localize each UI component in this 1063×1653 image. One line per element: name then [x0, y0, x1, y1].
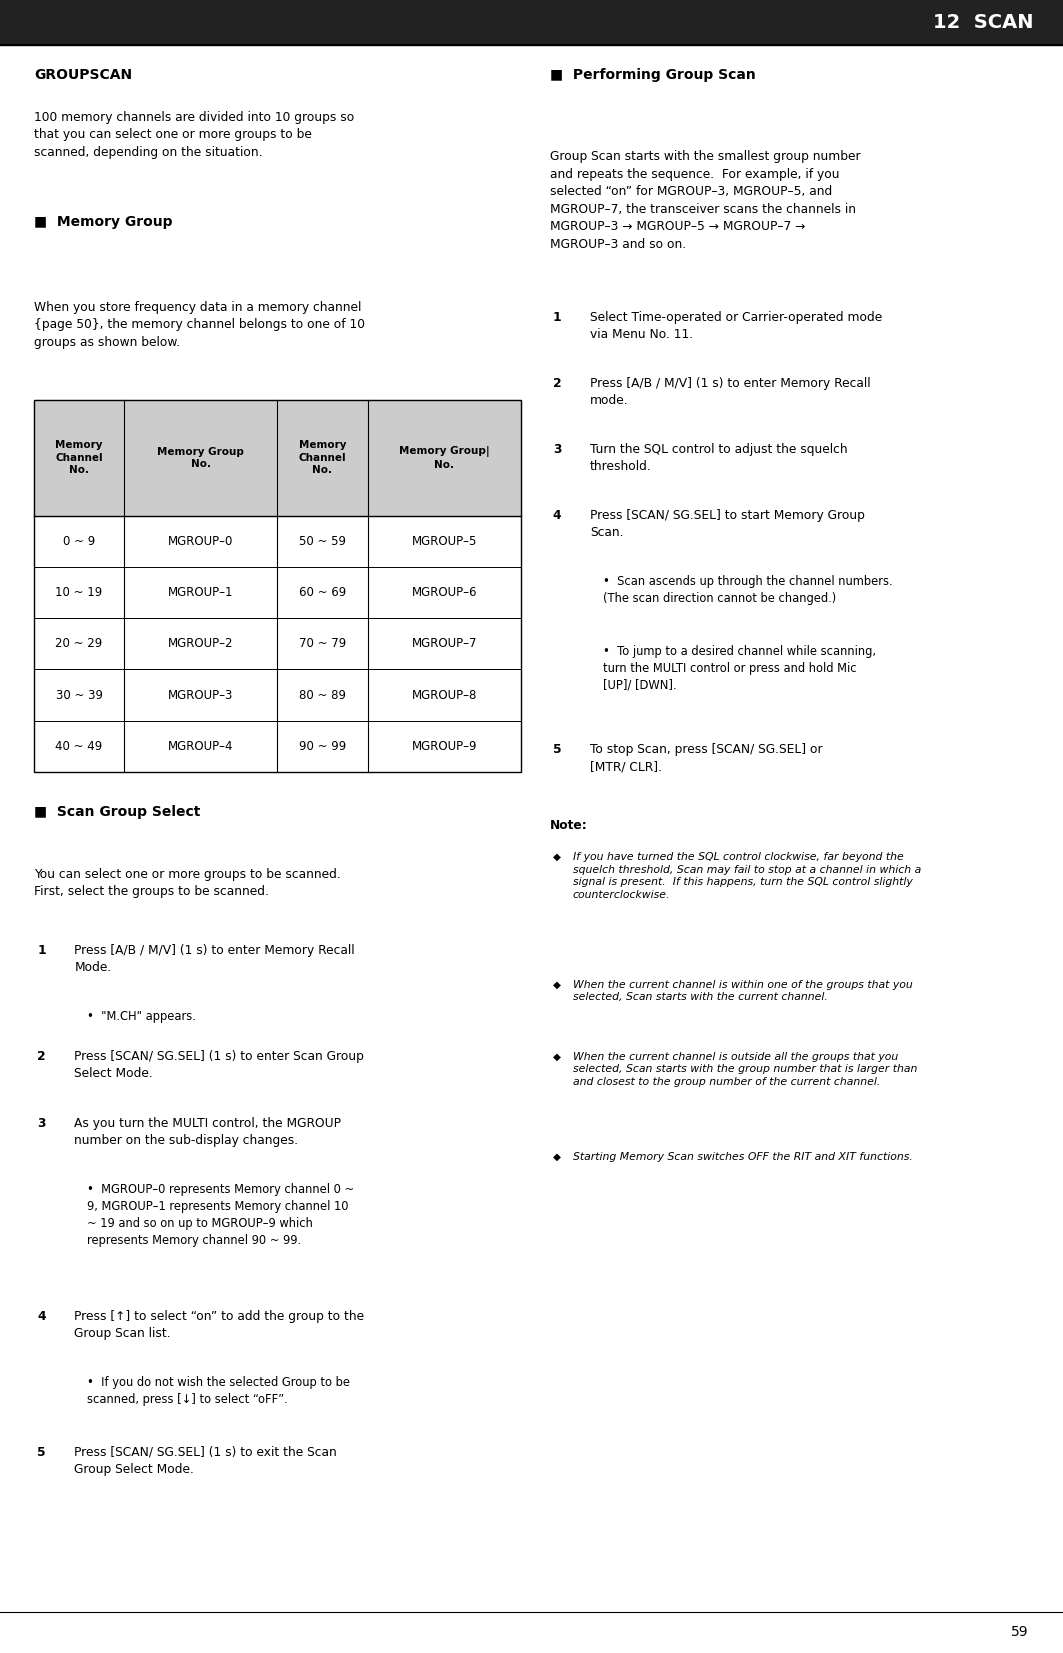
Text: You can select one or more groups to be scanned.
First, select the groups to be : You can select one or more groups to be …	[34, 868, 341, 898]
Text: •  "M.CH" appears.: • "M.CH" appears.	[87, 1010, 196, 1023]
Text: 3: 3	[553, 443, 561, 456]
Text: Note:: Note:	[550, 820, 588, 831]
Text: GROUPSCAN: GROUPSCAN	[34, 68, 132, 81]
Bar	[34, 400, 521, 516]
Text: When you store frequency data in a memory channel
{page 50}, the memory channel : When you store frequency data in a memor…	[34, 301, 365, 349]
Text: To stop Scan, press [SCAN/ SG.SEL] or
[MTR/ CLR].: To stop Scan, press [SCAN/ SG.SEL] or [M…	[590, 744, 823, 774]
Text: MGROUP–1: MGROUP–1	[168, 587, 234, 598]
Text: Press [SCAN/ SG.SEL] (1 s) to enter Scan Group
Select Mode.: Press [SCAN/ SG.SEL] (1 s) to enter Scan…	[74, 1051, 365, 1081]
Text: 40 ~ 49: 40 ~ 49	[55, 741, 103, 752]
Text: 20 ~ 29: 20 ~ 29	[55, 638, 103, 650]
Text: ◆: ◆	[553, 980, 561, 990]
Text: As you turn the MULTI control, the MGROUP
number on the sub-display changes.: As you turn the MULTI control, the MGROU…	[74, 1117, 341, 1147]
Text: MGROUP–7: MGROUP–7	[411, 638, 477, 650]
Text: Press [SCAN/ SG.SEL] to start Memory Group
Scan.: Press [SCAN/ SG.SEL] to start Memory Gro…	[590, 509, 865, 539]
Text: MGROUP–3: MGROUP–3	[168, 689, 234, 701]
Text: Memory Group
No.: Memory Group No.	[157, 446, 244, 469]
Text: MGROUP–8: MGROUP–8	[411, 689, 477, 701]
Text: ◆: ◆	[553, 853, 561, 863]
Text: 2: 2	[37, 1051, 46, 1063]
Text: 80 ~ 89: 80 ~ 89	[299, 689, 345, 701]
Text: MGROUP–2: MGROUP–2	[168, 638, 234, 650]
Text: •  MGROUP–0 represents Memory channel 0 ~
9, MGROUP–1 represents Memory channel : • MGROUP–0 represents Memory channel 0 ~…	[87, 1184, 354, 1246]
Text: •  Scan ascends up through the channel numbers.
(The scan direction cannot be ch: • Scan ascends up through the channel nu…	[603, 575, 892, 605]
Text: 90 ~ 99: 90 ~ 99	[299, 741, 347, 752]
Text: •  If you do not wish the selected Group to be
scanned, press [↓] to select “oFF: • If you do not wish the selected Group …	[87, 1377, 350, 1407]
Text: Turn the SQL control to adjust the squelch
threshold.: Turn the SQL control to adjust the squel…	[590, 443, 847, 473]
Text: Starting Memory Scan switches OFF the RIT and XIT functions.: Starting Memory Scan switches OFF the RI…	[573, 1152, 913, 1162]
Text: 0 ~ 9: 0 ~ 9	[63, 536, 96, 547]
Text: Group Scan starts with the smallest group number
and repeats the sequence.  For : Group Scan starts with the smallest grou…	[550, 150, 860, 251]
Text: •  To jump to a desired channel while scanning,
turn the MULTI control or press : • To jump to a desired channel while sca…	[603, 645, 876, 691]
Text: MGROUP–6: MGROUP–6	[411, 587, 477, 598]
Text: MGROUP–0: MGROUP–0	[168, 536, 234, 547]
Bar	[34, 400, 521, 772]
Text: If you have turned the SQL control clockwise, far beyond the
squelch threshold, : If you have turned the SQL control clock…	[573, 853, 922, 899]
Text: When the current channel is outside all the groups that you
selected, Scan start: When the current channel is outside all …	[573, 1051, 917, 1088]
Text: 1: 1	[553, 311, 561, 324]
Text: Press [SCAN/ SG.SEL] (1 s) to exit the Scan
Group Select Mode.: Press [SCAN/ SG.SEL] (1 s) to exit the S…	[74, 1446, 337, 1476]
Text: 5: 5	[553, 744, 561, 755]
Text: MGROUP–9: MGROUP–9	[411, 741, 477, 752]
Text: ■  Scan Group Select: ■ Scan Group Select	[34, 805, 201, 818]
Text: ◆: ◆	[553, 1152, 561, 1162]
Text: 2: 2	[553, 377, 561, 390]
Text: 4: 4	[37, 1311, 46, 1322]
Text: 50 ~ 59: 50 ~ 59	[299, 536, 345, 547]
Text: ■  Memory Group: ■ Memory Group	[34, 215, 172, 228]
Text: ◆: ◆	[553, 1051, 561, 1061]
Text: 100 memory channels are divided into 10 groups so
that you can select one or mor: 100 memory channels are divided into 10 …	[34, 111, 354, 159]
Text: 59: 59	[1011, 1625, 1029, 1638]
Text: Memory
Channel
No.: Memory Channel No.	[55, 440, 103, 476]
Text: Select Time-operated or Carrier-operated mode
via Menu No. 11.: Select Time-operated or Carrier-operated…	[590, 311, 882, 341]
Text: 60 ~ 69: 60 ~ 69	[299, 587, 347, 598]
Text: 1: 1	[37, 944, 46, 957]
Text: Memory Group|
No.: Memory Group| No.	[399, 446, 490, 469]
Text: 70 ~ 79: 70 ~ 79	[299, 638, 347, 650]
Text: 10 ~ 19: 10 ~ 19	[55, 587, 103, 598]
Text: When the current channel is within one of the groups that you
selected, Scan sta: When the current channel is within one o…	[573, 980, 913, 1002]
Text: Press [↑] to select “on” to add the group to the
Group Scan list.: Press [↑] to select “on” to add the grou…	[74, 1311, 365, 1341]
Text: ■  Performing Group Scan: ■ Performing Group Scan	[550, 68, 756, 81]
Text: Press [A/B / M/V] (1 s) to enter Memory Recall
mode.: Press [A/B / M/V] (1 s) to enter Memory …	[590, 377, 871, 407]
Text: Press [A/B / M/V] (1 s) to enter Memory Recall
Mode.: Press [A/B / M/V] (1 s) to enter Memory …	[74, 944, 355, 974]
Text: Memory
Channel
No.: Memory Channel No.	[299, 440, 347, 476]
Text: 4: 4	[553, 509, 561, 522]
Bar	[0, 0, 1063, 45]
Text: 12  SCAN: 12 SCAN	[932, 13, 1033, 31]
Text: 30 ~ 39: 30 ~ 39	[55, 689, 102, 701]
Text: MGROUP–4: MGROUP–4	[168, 741, 234, 752]
Text: 3: 3	[37, 1117, 46, 1129]
Text: 5: 5	[37, 1446, 46, 1458]
Text: MGROUP–5: MGROUP–5	[411, 536, 477, 547]
